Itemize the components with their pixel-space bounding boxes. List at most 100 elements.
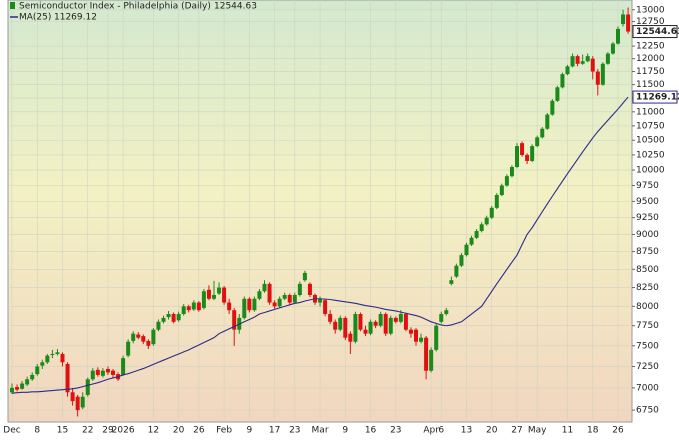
x-tick-label: 16 [365, 426, 377, 436]
candle-body [565, 66, 570, 75]
x-tick-label: 29 [102, 426, 114, 436]
y-tick-label: 9500 [636, 197, 659, 207]
candle-body [171, 314, 176, 322]
candle-body [378, 314, 383, 326]
candle-body [257, 291, 262, 299]
y-tick-label: 7000 [636, 383, 659, 393]
candle-body [121, 358, 126, 375]
candle-body [520, 143, 525, 155]
candle-body [105, 369, 110, 373]
candle-body [600, 63, 605, 85]
candle-body [509, 166, 514, 177]
candle-body [494, 194, 499, 208]
candle-body [626, 14, 631, 32]
y-tick-label: 8500 [636, 265, 659, 275]
x-tick-label: 22 [82, 426, 93, 436]
value-box [632, 25, 678, 39]
y-tick-label: 7750 [636, 321, 659, 331]
candle-body [363, 329, 368, 334]
y-tick-label: 13000 [636, 5, 665, 15]
candle-body [555, 87, 560, 101]
x-tick-label: Apr [423, 426, 439, 436]
candle-body [20, 383, 25, 389]
x-tick-label: 12 [148, 426, 159, 436]
candle-body [540, 128, 545, 138]
candle-body [484, 217, 489, 225]
candle-body [95, 369, 100, 375]
candle-body [621, 14, 626, 25]
candle-body [10, 387, 14, 393]
candle-body [530, 146, 535, 161]
x-tick-label: 26 [193, 426, 205, 436]
candle-body [575, 56, 580, 64]
y-tick-label: 10750 [636, 121, 665, 131]
candle-body [100, 370, 105, 376]
candle-body [323, 300, 328, 315]
candle-body [25, 379, 30, 385]
y-tick-label: 11750 [636, 67, 665, 77]
candle-body [610, 43, 615, 54]
y-tick-label: 11000 [636, 107, 665, 117]
candle-body [383, 314, 388, 334]
x-tick-label: 13 [461, 426, 472, 436]
candle-body [90, 370, 95, 380]
candle-body [222, 287, 227, 303]
legend-ma-value: 11269.12 [54, 13, 97, 23]
ma-line [11, 96, 629, 394]
candle-body [206, 289, 211, 299]
candle-body [393, 317, 398, 322]
x-tick-label: 9 [342, 426, 348, 436]
candle-body [449, 280, 454, 284]
candle-body [50, 353, 55, 355]
y-tick-label: 10250 [636, 150, 665, 160]
candle-body [343, 317, 348, 338]
x-tick-label: 23 [390, 426, 401, 436]
x-tick-label: 17 [269, 426, 280, 436]
candle-body [126, 341, 131, 356]
x-tick-label: 27 [511, 426, 522, 436]
candle-body [136, 334, 141, 338]
candle-body [70, 392, 75, 402]
legend-ma-name: MA(25) [19, 13, 51, 23]
x-tick-label: 18 [587, 426, 599, 436]
candle-body [398, 314, 403, 322]
candle-body [201, 291, 206, 308]
candle-body [434, 325, 439, 350]
candle-body [504, 176, 509, 186]
candle-body [111, 370, 115, 375]
candle-body [176, 314, 181, 321]
y-tick-label: 9750 [636, 181, 659, 191]
candle-body [595, 71, 600, 85]
candle-body [282, 294, 287, 299]
value-box-label: 12544.63 [636, 27, 679, 37]
candle-body [333, 321, 338, 330]
candle-body [479, 224, 484, 232]
x-tick-label: 20 [486, 426, 498, 436]
candle-body [272, 302, 277, 307]
y-tick-label: 6750 [636, 406, 659, 416]
candle-body [227, 302, 232, 311]
candle-body [515, 146, 519, 167]
y-tick-label: 10000 [636, 166, 665, 176]
x-tick-label: 9 [246, 426, 252, 436]
candle-body [408, 329, 413, 334]
x-tick-label: 26 [612, 426, 624, 436]
value-box-label: 11269.12 [636, 93, 679, 103]
candle-body [297, 283, 302, 295]
candle-body [65, 363, 70, 393]
candle-body [242, 298, 247, 318]
legend-value: 12544.63 [214, 2, 257, 12]
candle-body [131, 333, 136, 341]
candle-body [525, 154, 530, 161]
candle-body [141, 336, 146, 342]
x-tick-label: Feb [216, 426, 232, 436]
candle-body [267, 283, 272, 303]
candle-body [464, 244, 469, 256]
candle-body [232, 310, 237, 330]
x-tick-label: May [528, 426, 547, 436]
y-tick-label: 9250 [636, 213, 659, 223]
candle-body [439, 314, 444, 322]
candle-body [55, 352, 60, 354]
candle-body [459, 255, 464, 266]
